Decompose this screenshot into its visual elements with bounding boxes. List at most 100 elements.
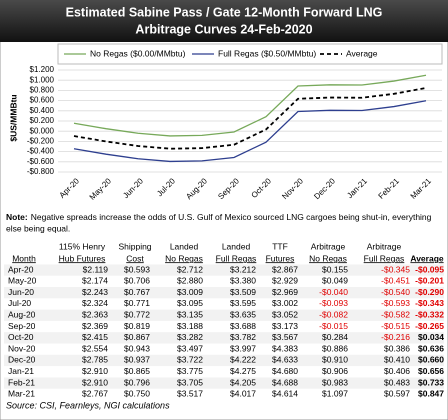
column-header: Full Regas (216, 253, 257, 263)
table-cell: $0.796 (124, 377, 150, 387)
column-header: 115% Henry (59, 241, 106, 251)
table-cell: $4.205 (230, 377, 256, 387)
table-cell: -$0.515 (381, 321, 410, 331)
series-line (73, 74, 427, 137)
table-cell: $1.097 (322, 389, 348, 399)
column-header: Futures (266, 253, 295, 263)
row-band (4, 264, 444, 276)
table-cell: -$0.040 (319, 287, 348, 297)
table-cell: -$0.582 (381, 309, 410, 319)
y-tick-label: $0.600 (30, 96, 55, 105)
y-tick-label: $0.200 (30, 116, 55, 125)
table-cell: $0.656 (418, 366, 444, 376)
table-cell: $2.929 (272, 276, 298, 286)
y-tick-label: -$0.800 (27, 167, 55, 176)
table-cell: $0.767 (124, 287, 150, 297)
table-cell: -$0.290 (415, 287, 444, 297)
table-cell: Jul-20 (8, 298, 31, 308)
table-cell: $2.554 (82, 343, 108, 353)
column-header: Shipping (118, 241, 151, 251)
note-text: Negative spreads increase the odds of U.… (31, 212, 432, 222)
table-cell: $3.517 (177, 389, 203, 399)
column-header: Average (410, 253, 444, 263)
table-cell: $3.567 (272, 332, 298, 342)
table-cell: -$0.201 (415, 276, 444, 286)
table-cell: $0.593 (124, 264, 150, 274)
series-line (73, 100, 427, 163)
table-cell: $0.155 (322, 264, 348, 274)
table-cell: $0.597 (384, 389, 410, 399)
table-cell: $4.633 (272, 355, 298, 365)
table-cell: $0.386 (384, 343, 410, 353)
table-cell: $3.095 (177, 298, 203, 308)
table-cell: -$0.216 (381, 332, 410, 342)
y-tick-label: $0.000 (30, 126, 55, 135)
table-cell: $2.969 (272, 287, 298, 297)
note-label: Note: (6, 212, 28, 222)
table-cell: $0.750 (124, 389, 150, 399)
table-cell: $2.785 (82, 355, 108, 365)
table-cell: $0.886 (322, 343, 348, 353)
column-header: TTF (272, 241, 288, 251)
legend-label: No Regas ($0.00/MMbtu) (90, 48, 186, 58)
chart-title: Estimated Sabine Pass / Gate 12-Month Fo… (66, 5, 383, 19)
table-cell: $4.614 (272, 389, 298, 399)
table-cell: $2.910 (82, 366, 108, 376)
table-cell: $3.188 (177, 321, 203, 331)
column-header: Month (12, 253, 36, 263)
table-cell: $0.847 (418, 389, 444, 399)
table-cell: -$0.082 (319, 309, 348, 319)
table-cell: -$0.095 (415, 264, 444, 274)
y-tick-label: -$0.200 (27, 137, 55, 146)
y-tick-label: -$0.600 (27, 157, 55, 166)
legend (57, 43, 443, 65)
column-header: Cost (126, 253, 144, 263)
table-cell: $2.415 (82, 332, 108, 342)
legend-label: Full Regas ($0.50/MMbtu) (218, 48, 316, 58)
series-line (73, 87, 427, 150)
table-cell: $0.706 (124, 276, 150, 286)
column-header: Arbitrage (311, 241, 346, 251)
table-cell: $3.380 (230, 276, 256, 286)
table-cell: $3.002 (272, 298, 298, 308)
legend-label: Average (346, 48, 378, 58)
table-cell: $4.017 (230, 389, 256, 399)
table-cell: $2.324 (82, 298, 108, 308)
table-cell: $3.135 (177, 309, 203, 319)
table-cell: $4.222 (230, 355, 256, 365)
table-cell: $3.635 (230, 309, 256, 319)
row-band (4, 377, 444, 389)
table-cell: $4.688 (272, 377, 298, 387)
table-cell: $2.363 (82, 309, 108, 319)
note: Note: Negative spreads increase the odds … (6, 212, 432, 222)
table-cell: $0.483 (384, 377, 410, 387)
table-cell: $3.688 (230, 321, 256, 331)
table-cell: $3.782 (230, 332, 256, 342)
table-cell: -$0.345 (381, 264, 410, 274)
table-cell: $0.983 (322, 377, 348, 387)
table-cell: Nov-20 (8, 343, 36, 353)
table-cell: $2.910 (82, 377, 108, 387)
table-cell: $3.775 (177, 366, 203, 376)
table-cell: $4.275 (230, 366, 256, 376)
table-cell: $0.406 (384, 366, 410, 376)
table-cell: May-20 (8, 276, 37, 286)
table-cell: $0.284 (322, 332, 348, 342)
table-cell: $3.509 (230, 287, 256, 297)
table-cell: $2.880 (177, 276, 203, 286)
row-band (4, 332, 444, 344)
table-cell: Jun-20 (8, 287, 34, 297)
table-cell: $4.680 (272, 366, 298, 376)
y-tick-label: $0.400 (30, 106, 55, 115)
note: else being equal. (6, 223, 70, 233)
table-cell: Aug-20 (8, 309, 36, 319)
table-cell: $2.119 (83, 264, 109, 274)
table-cell: $3.595 (230, 298, 256, 308)
table-cell: Dec-20 (8, 355, 36, 365)
column-header: No Regas (165, 253, 203, 263)
table-cell: $0.865 (124, 366, 150, 376)
table-cell: -$0.540 (381, 287, 410, 297)
chart-title: Arbitrage Curves 24-Feb-2020 (135, 22, 312, 36)
column-header: Landed (170, 241, 199, 251)
table-cell: $2.712 (177, 264, 203, 274)
